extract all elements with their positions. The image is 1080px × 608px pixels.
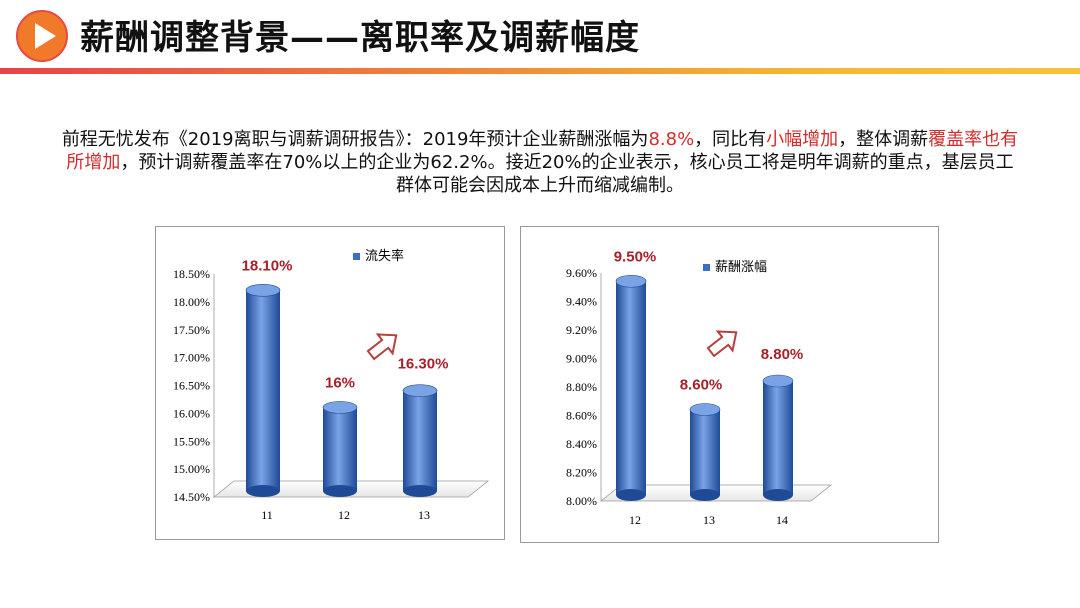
- bar-cylinder: [762, 374, 794, 501]
- bar-body: [246, 290, 280, 491]
- y-tick-label: 18.00%: [173, 295, 210, 309]
- data-label: 8.80%: [761, 346, 804, 363]
- intro-paragraph: 前程无忧发布《2019离职与调薪调研报告》：2019年预计企业薪酬涨幅为8.8%…: [60, 128, 1020, 197]
- data-label: 16%: [325, 374, 355, 391]
- bar-base: [403, 485, 437, 497]
- data-label: 9.50%: [614, 248, 657, 265]
- y-tick-label: 8.40%: [566, 437, 597, 451]
- y-tick-label: 9.20%: [566, 323, 597, 337]
- bar-body: [323, 407, 357, 491]
- intro-text: ，整体调薪: [838, 129, 929, 150]
- bar-base: [616, 489, 646, 501]
- bar-cylinder: [322, 401, 358, 497]
- bar-base: [246, 485, 280, 497]
- trend-arrow-icon: [366, 333, 398, 361]
- turnover-rate-chart: 14.50% 15.00% 15.50% 16.00% 16.50% 17.00% 17.5…: [155, 226, 505, 540]
- bar-body: [616, 281, 646, 495]
- y-tick-label: 8.60%: [566, 409, 597, 423]
- title-bar: 薪酬调整背景——离职率及调薪幅度: [0, 0, 1080, 80]
- title-divider: [0, 68, 1080, 74]
- y-tick-label: 8.20%: [566, 466, 597, 480]
- salary-increase-chart-svg: 8.00% 8.20% 8.40% 8.60% 8.80% 9.00% 9.20% 9.40%…: [566, 248, 833, 527]
- y-tick-label: 9.60%: [566, 266, 597, 280]
- bar-cylinder: [402, 384, 438, 497]
- bar-body: [690, 409, 720, 495]
- y-tick-label: 16.50%: [173, 379, 210, 393]
- x-tick-label: 13: [418, 508, 430, 522]
- legend-swatch: [353, 253, 360, 260]
- intro-text: ，预计调薪覆盖率在70%以上的企业为62.2%。接近20%的企业表示，核心员工将…: [120, 152, 1014, 196]
- y-tick-label: 8.80%: [566, 380, 597, 394]
- play-logo-icon: [16, 10, 68, 62]
- legend-label: 流失率: [365, 248, 404, 263]
- x-tick-label: 11: [261, 508, 273, 522]
- intro-highlight: 8.8%: [648, 129, 695, 150]
- bar-top: [402, 384, 438, 397]
- data-label: 8.60%: [680, 377, 723, 394]
- intro-highlight: 小幅增加: [766, 129, 839, 150]
- bar-top: [322, 401, 358, 414]
- y-tick-label: 9.40%: [566, 295, 597, 309]
- y-tick-label: 15.50%: [173, 434, 210, 448]
- legend-swatch: [703, 264, 710, 271]
- turnover-rate-chart-svg: 14.50% 15.00% 15.50% 16.00% 16.50% 17.00% 17.5…: [173, 248, 490, 522]
- bar-top: [762, 374, 794, 388]
- y-tick-label: 9.00%: [566, 352, 597, 366]
- data-label: 16.30%: [398, 356, 449, 373]
- y-tick-label: 8.00%: [566, 494, 597, 508]
- salary-increase-chart: 8.00% 8.20% 8.40% 8.60% 8.80% 9.00% 9.20% 9.40%…: [520, 226, 939, 543]
- y-tick-label: 17.00%: [173, 351, 210, 365]
- x-tick-label: 12: [629, 513, 641, 527]
- bar-body: [763, 381, 793, 495]
- x-tick-label: 12: [338, 508, 350, 522]
- y-tick-label: 15.00%: [173, 462, 210, 476]
- bar-body: [403, 390, 437, 491]
- x-tick-label: 13: [703, 513, 715, 527]
- intro-highlight: 覆盖率也有所增加: [66, 129, 1019, 173]
- bar-cylinder: [689, 403, 721, 501]
- bar-cylinder: [245, 283, 281, 497]
- intro-text: 前程无忧发布《2019离职与调薪调研报告》：2019年预计企业薪酬涨幅为: [61, 129, 649, 150]
- y-tick-label: 14.50%: [173, 490, 210, 504]
- legend-label: 薪酬涨幅: [715, 259, 767, 274]
- bar-top: [689, 403, 721, 416]
- bar-base: [323, 485, 357, 497]
- bar-top: [615, 274, 647, 288]
- trend-arrow-icon: [706, 330, 738, 358]
- intro-text: ，同比有: [694, 129, 767, 150]
- data-label: 18.10%: [242, 257, 293, 274]
- bar-base: [763, 489, 793, 501]
- bar-cylinder: [615, 274, 647, 501]
- y-tick-label: 18.50%: [173, 267, 210, 281]
- x-tick-label: 14: [776, 513, 788, 527]
- y-tick-label: 17.50%: [173, 323, 210, 337]
- y-tick-label: 16.00%: [173, 406, 210, 420]
- bar-top: [245, 283, 281, 297]
- bar-base: [690, 489, 720, 501]
- page-title: 薪酬调整背景——离职率及调薪幅度: [80, 18, 640, 58]
